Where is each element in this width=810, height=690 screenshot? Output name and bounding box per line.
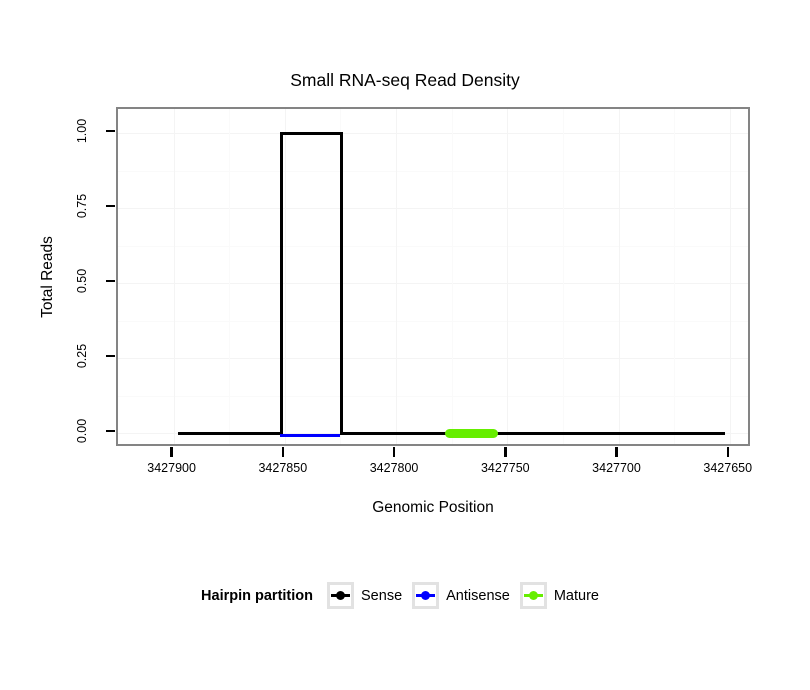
x-tick-mark — [726, 447, 729, 457]
antisense-baseline — [280, 433, 341, 437]
x-tick-label: 3427700 — [592, 461, 641, 475]
legend-item-sense[interactable]: Sense — [327, 582, 402, 609]
x-tick-mark — [504, 447, 507, 457]
y-tick-label: 0.25 — [62, 344, 102, 368]
legend-key-dot — [336, 591, 346, 600]
legend-key-swatch — [519, 582, 547, 609]
y-tick-label-text: 0.00 — [75, 418, 89, 444]
legend: Hairpin partition Sense Antisense Mature — [0, 582, 810, 609]
y-tick-label-text: 0.50 — [75, 268, 89, 294]
gridline-horizontal-minor — [118, 395, 748, 397]
legend-item-label: Antisense — [446, 587, 510, 604]
gridline-vertical — [729, 109, 731, 444]
gridline-horizontal-minor — [118, 170, 748, 172]
sense-baseline-right — [340, 431, 726, 435]
y-tick-label-text: 1.00 — [75, 118, 89, 144]
x-tick-label: 3427900 — [147, 461, 196, 475]
plot-area — [118, 109, 748, 444]
legend-items: Sense Antisense Mature — [327, 582, 609, 609]
x-tick-mark — [281, 447, 285, 457]
y-tick-label: 0.00 — [62, 419, 102, 443]
gridline-vertical — [618, 109, 620, 444]
gridline-horizontal — [118, 358, 748, 359]
gridline-vertical — [507, 109, 509, 444]
sense-peak-left-edge — [280, 131, 284, 432]
legend-title: Hairpin partition — [201, 587, 314, 604]
gridline-horizontal — [118, 133, 748, 134]
sense-peak-top — [280, 131, 344, 135]
legend-item-label: Mature — [553, 587, 599, 604]
x-tick-label: 3427750 — [480, 461, 530, 475]
gridline-vertical — [173, 109, 175, 444]
legend-key-swatch — [412, 582, 440, 609]
y-axis-title-text: Total Reads — [39, 235, 57, 318]
x-tick-mark — [170, 447, 173, 457]
y-tick-label-text: 0.25 — [75, 343, 89, 369]
sense-baseline-left — [178, 431, 284, 435]
gridline-vertical — [284, 109, 286, 444]
gridline-vertical-minor — [229, 109, 231, 444]
gridline-vertical-minor — [674, 109, 676, 444]
mature-region-bar — [445, 428, 499, 438]
gridline-vertical — [396, 109, 398, 444]
gridline-vertical-minor — [562, 109, 564, 444]
gridline-horizontal — [118, 208, 748, 209]
gridline-horizontal-minor — [118, 320, 748, 322]
y-tick-label: 1.00 — [62, 119, 102, 143]
y-tick-mark — [106, 279, 115, 283]
y-tick-mark — [106, 204, 115, 208]
y-axis-title: Total Reads — [36, 107, 60, 446]
sense-peak-right-edge — [340, 131, 344, 435]
gridline-vertical-minor — [451, 109, 453, 444]
legend-item-mature[interactable]: Mature — [519, 582, 599, 609]
x-tick-label: 3427800 — [369, 461, 419, 475]
y-tick-label-text: 0.75 — [75, 193, 89, 219]
x-axis-title: Genomic Position — [372, 499, 494, 516]
y-tick-label: 0.75 — [62, 194, 102, 218]
y-tick-mark — [106, 429, 115, 433]
plot-panel — [116, 107, 750, 446]
x-tick-mark — [615, 447, 618, 457]
x-tick-label: 3427850 — [258, 461, 308, 475]
legend-key-dot — [421, 591, 431, 600]
y-tick-mark — [106, 129, 115, 133]
gridline-horizontal-minor — [118, 245, 748, 247]
gridline-horizontal — [118, 283, 748, 284]
x-tick-label: 3427650 — [703, 461, 753, 475]
legend-item-antisense[interactable]: Antisense — [412, 582, 510, 609]
legend-item-label: Sense — [361, 587, 403, 604]
x-tick-mark — [392, 447, 396, 457]
y-tick-mark — [106, 354, 115, 358]
legend-key-swatch — [327, 582, 355, 609]
legend-key-dot — [528, 591, 538, 600]
y-tick-label: 0.50 — [62, 269, 102, 293]
chart-title: Small RNA-seq Read Density — [290, 70, 520, 90]
